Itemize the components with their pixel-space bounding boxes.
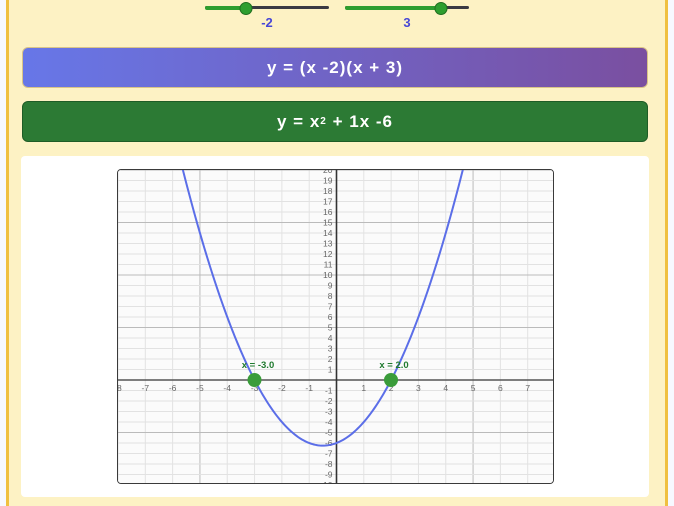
svg-text:1: 1	[361, 383, 366, 393]
svg-text:17: 17	[323, 197, 333, 207]
svg-text:14: 14	[323, 228, 333, 238]
svg-text:10: 10	[323, 270, 333, 280]
svg-text:-7: -7	[325, 449, 333, 459]
svg-text:-8: -8	[325, 459, 333, 469]
svg-text:-4: -4	[325, 417, 333, 427]
svg-text:-3: -3	[325, 407, 333, 417]
svg-text:19: 19	[323, 176, 333, 186]
svg-text:-5: -5	[325, 428, 333, 438]
svg-text:7: 7	[525, 383, 530, 393]
svg-text:3: 3	[416, 383, 421, 393]
svg-text:13: 13	[323, 239, 333, 249]
svg-text:-5: -5	[196, 383, 204, 393]
svg-text:x = -3.0: x = -3.0	[242, 360, 274, 371]
svg-text:8: 8	[328, 291, 333, 301]
svg-text:11: 11	[324, 260, 333, 270]
svg-text:-1: -1	[305, 383, 313, 393]
svg-text:6: 6	[328, 312, 333, 322]
svg-text:3: 3	[328, 344, 333, 354]
svg-text:-9: -9	[325, 470, 333, 480]
svg-text:8: 8	[553, 383, 554, 393]
svg-text:-6: -6	[169, 383, 177, 393]
svg-text:5: 5	[471, 383, 476, 393]
svg-text:-1: -1	[325, 386, 333, 396]
svg-text:16: 16	[323, 207, 333, 217]
svg-text:-6: -6	[325, 438, 333, 448]
svg-text:20: 20	[323, 170, 333, 175]
svg-text:12: 12	[323, 249, 333, 259]
svg-text:-10: -10	[320, 480, 333, 484]
svg-text:1: 1	[328, 365, 333, 375]
svg-text:2: 2	[328, 354, 333, 364]
svg-text:15: 15	[323, 218, 333, 228]
svg-text:-2: -2	[278, 383, 286, 393]
svg-text:x = 2.0: x = 2.0	[379, 360, 408, 371]
svg-text:-8: -8	[118, 383, 122, 393]
svg-text:-4: -4	[223, 383, 231, 393]
svg-text:4: 4	[443, 383, 448, 393]
svg-text:7: 7	[328, 302, 333, 312]
svg-text:4: 4	[328, 333, 333, 343]
svg-text:-2: -2	[325, 396, 333, 406]
svg-text:9: 9	[328, 281, 333, 291]
svg-text:6: 6	[498, 383, 503, 393]
svg-text:18: 18	[323, 186, 333, 196]
svg-text:5: 5	[328, 323, 333, 333]
svg-text:-7: -7	[142, 383, 150, 393]
